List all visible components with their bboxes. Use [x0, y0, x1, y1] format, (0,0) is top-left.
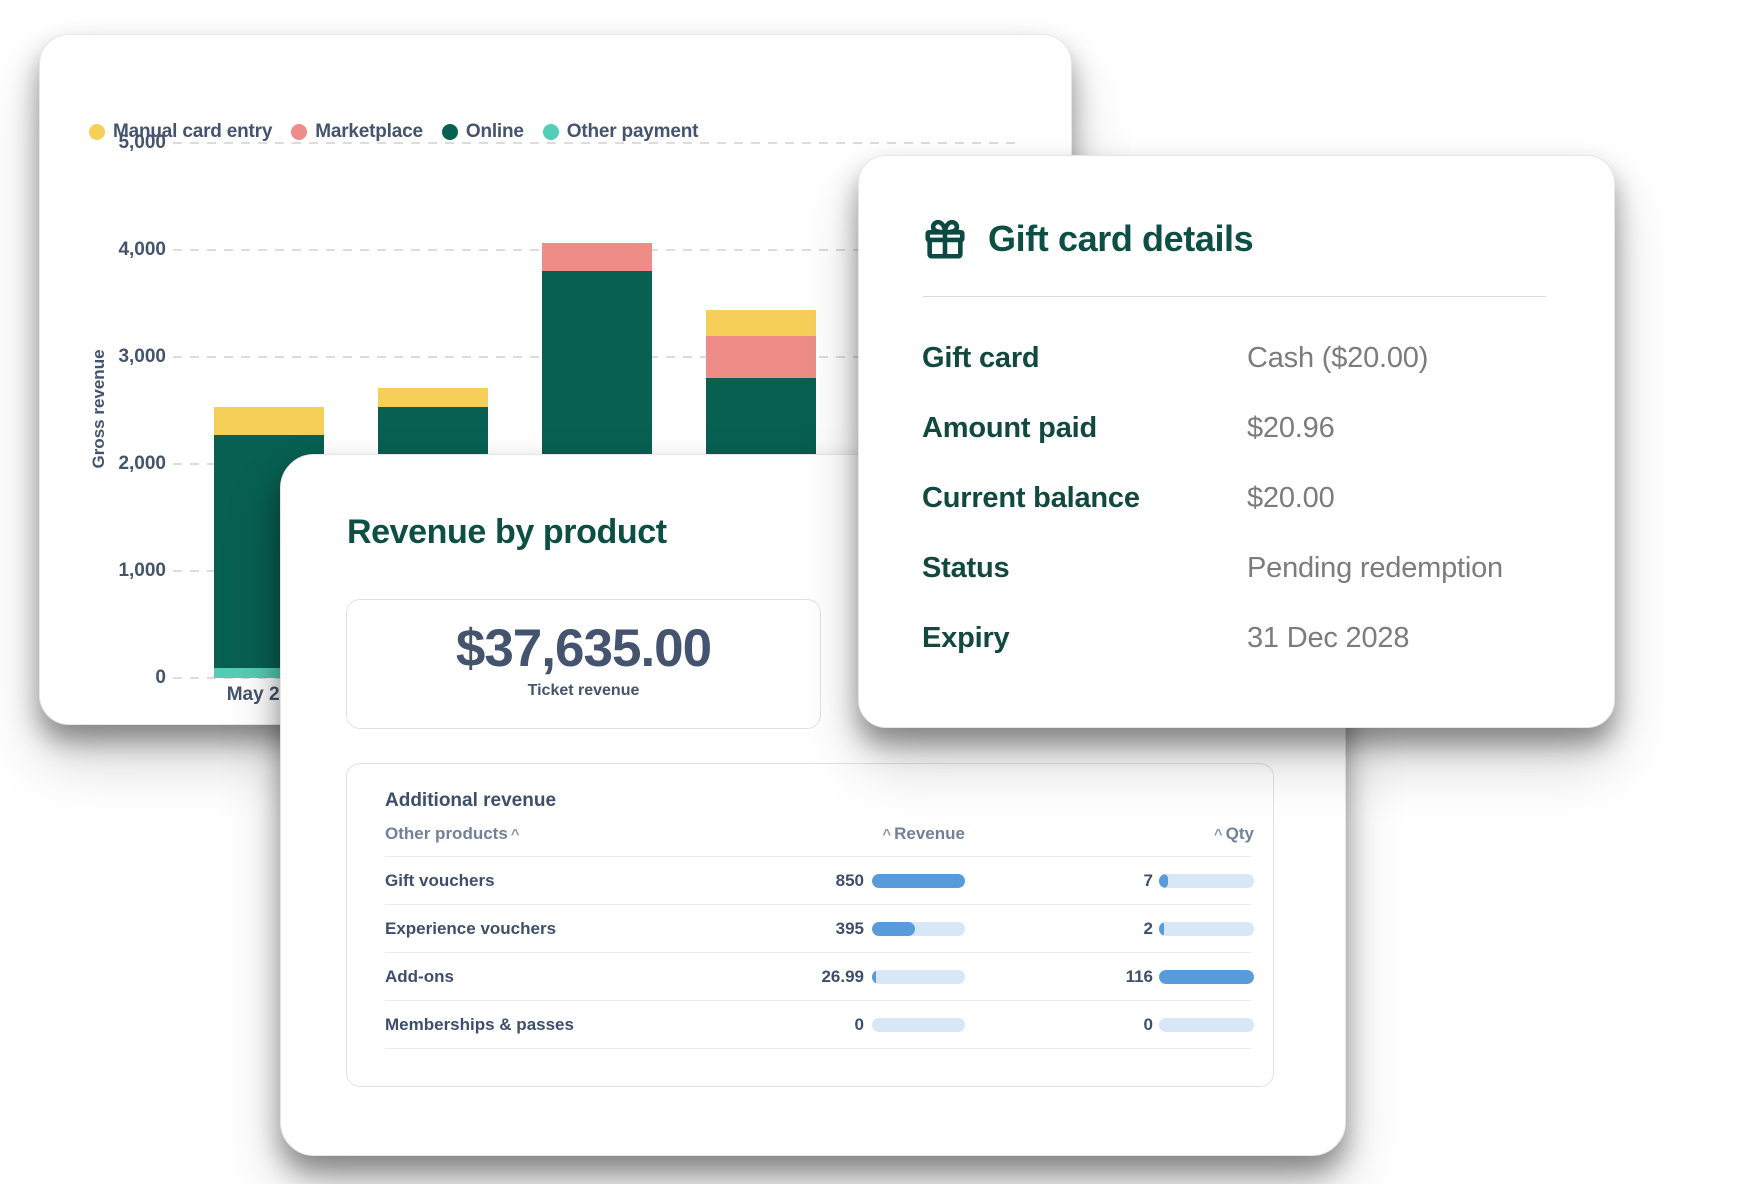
revenue-bar-fill — [872, 969, 876, 984]
gift-detail-value: Pending redemption — [1247, 551, 1503, 584]
legend-label: Other payment — [566, 121, 699, 142]
ticket-revenue-label: Ticket revenue — [527, 682, 640, 699]
qty-bar-fill — [1159, 921, 1164, 936]
table-body: Gift vouchers 850 7 Experience vouchers 395 2… — [385, 856, 1254, 1049]
bar-segment-marketplace — [706, 336, 816, 379]
bar-segment-other-payment — [214, 667, 324, 678]
qty-bar — [1159, 873, 1254, 888]
qty-value: 2 — [1143, 918, 1153, 938]
table-row-experience-vouchers: Experience vouchers 395 2 — [385, 904, 1254, 952]
revenue-card-title: Revenue by product — [347, 513, 667, 551]
revenue-value: 26.99 — [821, 966, 864, 986]
table-header-row: Other products ^ ^ Revenue ^ Qty — [385, 812, 1254, 856]
ticket-revenue-amount: $37,635.00 — [455, 619, 712, 678]
table-title: Additional revenue — [385, 790, 557, 811]
gift-detail-value: $20.96 — [1247, 411, 1335, 444]
gift-detail-label: Gift card — [922, 341, 1040, 374]
table-row-add-ons: Add-ons 26.99 116 — [385, 952, 1254, 1000]
product-name: Experience vouchers — [385, 918, 557, 938]
legend-dot-icon — [291, 124, 308, 140]
y-axis-tick-label: 5,000 — [118, 132, 166, 153]
qty-value: 116 — [1125, 966, 1153, 986]
gift-card-rows: Gift card Cash ($20.00) Amount paid $20.96 C… — [922, 323, 1546, 673]
qty-bar — [1159, 1017, 1254, 1032]
legend-item-manual-card-entry[interactable]: Manual card entry — [89, 121, 272, 143]
table-row-gift-vouchers: Gift vouchers 850 7 — [385, 856, 1254, 904]
qty-bar-fill — [1159, 969, 1254, 984]
revenue-value: 0 — [854, 1014, 864, 1034]
sort-caret-icon: ^ — [882, 826, 892, 843]
y-axis-tick-label: 2,000 — [118, 453, 166, 474]
sort-caret-icon: ^ — [1213, 826, 1223, 843]
product-name: Memberships & passes — [385, 1014, 574, 1034]
qty-value: 7 — [1143, 870, 1153, 890]
legend-label: Online — [465, 121, 524, 142]
revenue-bar — [872, 1017, 965, 1032]
legend-label: Manual card entry — [113, 121, 273, 142]
gift-detail-label: Current balance — [922, 481, 1140, 514]
y-axis-tick-label: 3,000 — [118, 346, 166, 367]
qty-bar — [1159, 969, 1254, 984]
bar-segment-marketplace — [542, 243, 652, 272]
legend-item-marketplace[interactable]: Marketplace — [291, 121, 423, 143]
revenue-value: 850 — [835, 870, 864, 890]
gift-card-header: Gift card details — [922, 216, 1254, 262]
y-axis-tick-label: 1,000 — [118, 560, 166, 581]
gift-detail-value: 31 Dec 2028 — [1247, 621, 1410, 654]
revenue-bar — [872, 969, 965, 984]
qty-bar-fill — [1159, 873, 1168, 888]
gift-card-details-card: Gift card details Gift card Cash ($20.00)… — [858, 155, 1615, 728]
revenue-bar — [872, 921, 965, 936]
gift-card-title: Gift card details — [988, 218, 1254, 259]
qty-bar — [1159, 921, 1254, 936]
bar-segment-manual-card-entry — [378, 388, 488, 408]
sort-caret-icon: ^ — [510, 826, 520, 843]
gift-detail-label: Amount paid — [922, 411, 1098, 444]
gift-detail-row-expiry: Expiry 31 Dec 2028 — [922, 603, 1546, 673]
gift-detail-value: Cash ($20.00) — [1247, 341, 1429, 374]
gift-detail-row-gift-card: Gift card Cash ($20.00) — [922, 323, 1546, 393]
ticket-revenue-summary-box: $37,635.00 Ticket revenue — [346, 599, 821, 729]
product-name: Gift vouchers — [385, 870, 495, 890]
column-header-qty[interactable]: ^ Qty — [965, 824, 1254, 844]
column-header-other-products[interactable]: Other products ^ — [385, 824, 665, 844]
product-name: Add-ons — [385, 966, 454, 986]
y-axis-tick-label: 4,000 — [118, 239, 166, 260]
revenue-value: 395 — [835, 918, 864, 938]
gift-detail-label: Status — [922, 551, 1010, 584]
legend-label: Marketplace — [315, 121, 423, 142]
revenue-bar — [872, 873, 965, 888]
gift-detail-value: $20.00 — [1247, 481, 1335, 514]
chart-legend: Manual card entry Marketplace Online Other … — [89, 121, 698, 143]
additional-revenue-table: Additional revenue Other products ^ ^ Reve… — [346, 763, 1274, 1087]
gift-icon — [925, 219, 965, 259]
legend-dot-icon — [542, 124, 559, 140]
bar-segment-manual-card-entry — [706, 309, 816, 337]
legend-dot-icon — [441, 124, 458, 140]
column-header-revenue[interactable]: ^ Revenue — [665, 824, 965, 844]
legend-item-online[interactable]: Online — [441, 121, 524, 143]
gift-detail-row-status: Status Pending redemption — [922, 533, 1546, 603]
revenue-bar-fill — [872, 873, 965, 888]
legend-item-other-payment[interactable]: Other payment — [542, 121, 699, 143]
gift-detail-label: Expiry — [922, 621, 1010, 654]
table-row-memberships-passes: Memberships & passes 0 0 — [385, 1000, 1254, 1049]
y-axis-tick-label: 0 — [155, 667, 166, 688]
legend-dot-icon — [89, 124, 105, 140]
gridline — [173, 142, 1021, 144]
gift-detail-row-amount-paid: Amount paid $20.96 — [922, 393, 1546, 463]
bar-segment-manual-card-entry — [214, 407, 324, 436]
divider — [923, 296, 1546, 297]
revenue-bar-fill — [872, 921, 915, 936]
gift-detail-row-current-balance: Current balance $20.00 — [922, 463, 1546, 533]
qty-value: 0 — [1143, 1014, 1153, 1034]
